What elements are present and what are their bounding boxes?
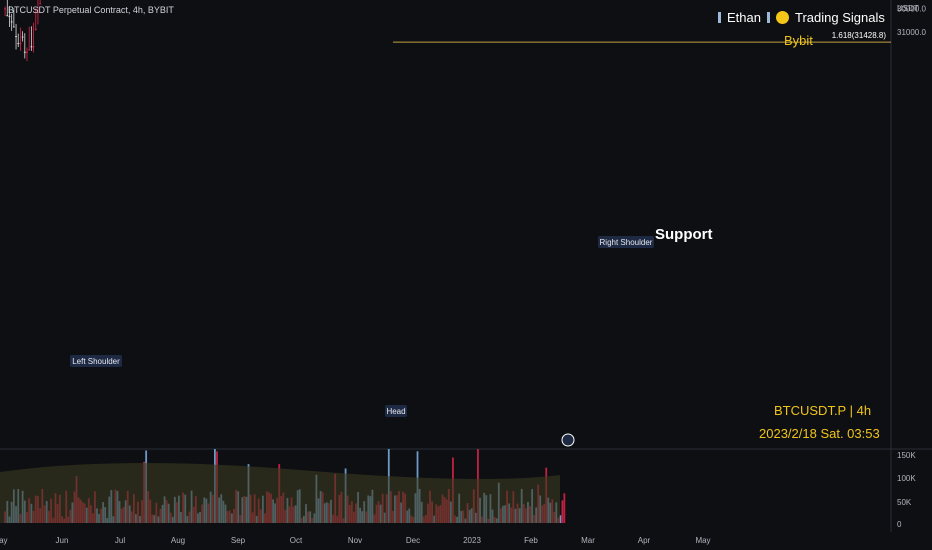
candle-body <box>26 51 28 53</box>
price-tick: 31000.0 <box>897 28 926 37</box>
event-marker-icon <box>561 433 575 447</box>
candle-body <box>37 12 39 14</box>
datetime-label: 2023/2/18 Sat. 03:53 <box>759 426 880 441</box>
author-name: Ethan <box>727 10 761 25</box>
volume-bar <box>561 500 564 523</box>
time-label: Apr <box>638 536 651 545</box>
volume-bar <box>563 493 566 523</box>
right-shoulder-label: Right Shoulder <box>600 238 653 247</box>
head-label-bg <box>385 405 407 417</box>
left-shoulder-label-bg <box>70 355 122 367</box>
candle-body <box>21 36 24 38</box>
bar-icon <box>718 12 721 23</box>
time-label: Jun <box>56 536 69 545</box>
branding: Ethan Trading Signals <box>718 10 885 25</box>
candle-body <box>39 3 42 5</box>
time-label: 2023 <box>463 536 481 545</box>
volume-tick: 100K <box>897 474 916 483</box>
candle-body <box>4 8 6 10</box>
right-shoulder-label-bg <box>598 236 654 248</box>
candle-body <box>28 49 31 51</box>
bar-icon <box>766 12 770 23</box>
time-label: Nov <box>348 536 362 545</box>
support-label: Support <box>655 226 713 243</box>
time-label: May <box>0 536 8 545</box>
candle-body <box>17 43 20 45</box>
volume-tick: 150K <box>897 451 916 460</box>
time-label: Aug <box>171 536 185 545</box>
time-label: Oct <box>290 536 303 545</box>
candle-body <box>10 21 13 23</box>
candle-body <box>30 46 33 48</box>
candle-body <box>19 43 22 45</box>
candle-body <box>6 15 9 17</box>
circle-icon <box>775 11 789 24</box>
head-label: Head <box>386 407 405 416</box>
volume-tick: 50K <box>897 498 912 507</box>
left-shoulder-label: Left Shoulder <box>72 357 120 366</box>
volume-tick: 0 <box>897 520 902 529</box>
volume-average <box>0 462 560 523</box>
candle-body <box>12 26 15 28</box>
currency-label: USDT <box>897 4 919 13</box>
exchange-label: Bybit <box>784 33 813 48</box>
symbol-label: BTCUSDT.P | 4h <box>774 403 872 418</box>
channel-name: Trading Signals <box>794 10 885 25</box>
volume-bar <box>559 515 562 523</box>
candle-body <box>15 36 17 38</box>
time-label: Mar <box>581 536 595 545</box>
time-label: May <box>695 536 710 545</box>
candle-body <box>8 16 11 18</box>
fib-label: 1.618(31428.8) <box>832 31 887 40</box>
candle-body <box>32 46 35 48</box>
chart-title: BTCUSDT Perpetual Contract, 4h, BYBIT <box>8 5 174 15</box>
time-label: Dec <box>406 536 420 545</box>
time-label: Sep <box>231 536 246 545</box>
time-label: Jul <box>115 536 125 545</box>
candle-body <box>23 51 26 53</box>
price-tick: 30000.0 <box>897 4 926 13</box>
candle-body <box>34 28 37 30</box>
time-label: Feb <box>524 536 538 545</box>
